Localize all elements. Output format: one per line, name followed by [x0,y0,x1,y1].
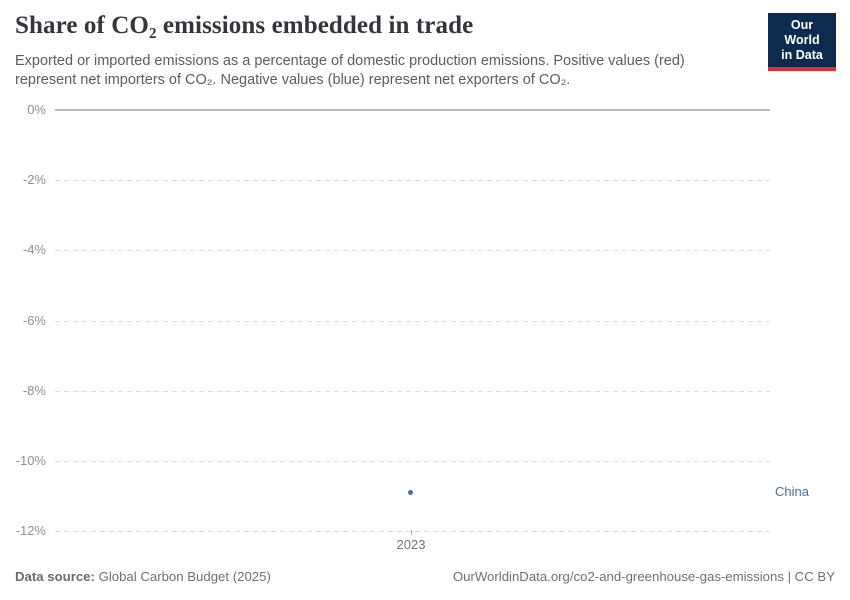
y-axis-tick-label: -6% [22,312,46,328]
chart-subtitle: Exported or imported emissions as a perc… [15,53,685,88]
data-source: Data source: Global Carbon Budget (2025) [15,569,271,584]
page-title: Share of CO₂ emissions embedded in trade [15,12,474,39]
zero-axis-line [55,109,770,111]
data-point-china[interactable] [408,490,413,496]
credit-link[interactable]: OurWorldinData.org/co2-and-greenhouse-ga… [452,569,835,584]
owid-logo: Our World in Data [768,13,836,71]
gridline [55,531,770,532]
chart-footer: Data source: Global Carbon Budget (2025)… [15,569,835,584]
entity-label-china[interactable]: China [775,484,809,500]
y-axis-tick-label: -10% [15,452,46,468]
gridline [55,390,770,392]
y-axis-tick-label: -12% [15,523,46,538]
x-axis-tick-mark [411,530,412,535]
data-source-label: Data source: [15,569,95,584]
y-axis-tick-label: 0% [27,102,46,117]
owid-logo-line1: Our World [784,18,820,47]
owid-logo-line2: in Data [781,48,823,62]
gridline [55,460,770,462]
y-axis-tick-label: -4% [22,242,46,258]
x-axis-tick-label: 2023 [396,537,426,552]
gridline [55,180,770,182]
gridline [55,250,770,252]
gridline [55,320,770,322]
y-axis-tick-label: -8% [22,382,46,398]
y-axis-tick-label: -2% [22,172,46,188]
data-source-value: Global Carbon Budget (2025) [98,569,271,584]
